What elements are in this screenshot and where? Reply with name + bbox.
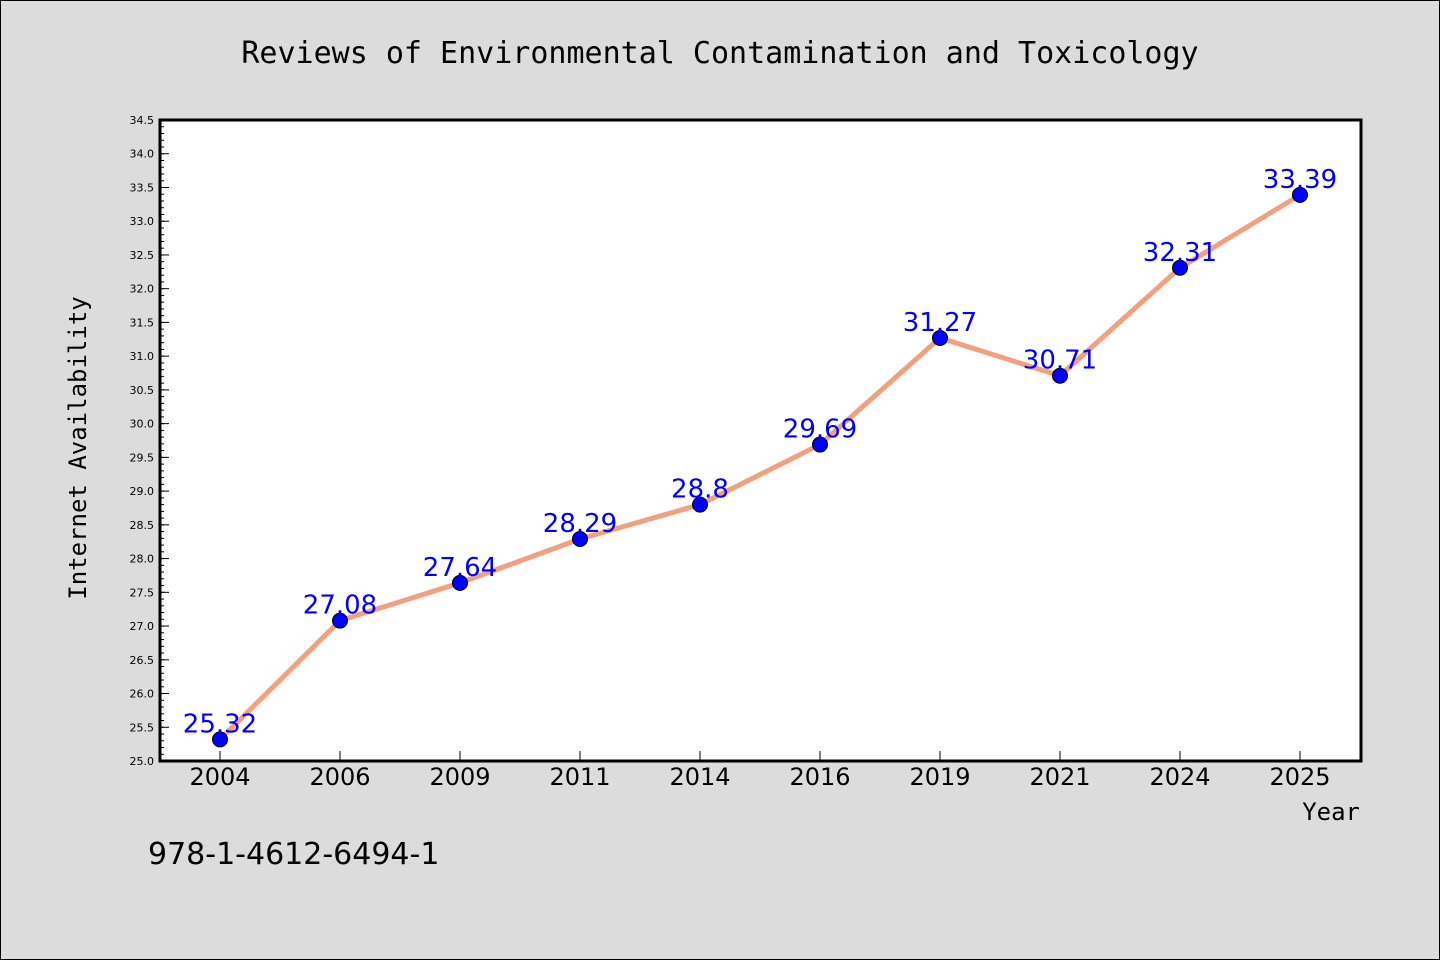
y-tick-label: 25.5 <box>130 721 155 734</box>
y-tick-label: 33.0 <box>130 215 155 228</box>
data-label: 30.71 <box>1023 346 1097 376</box>
x-tick-label: 2024 <box>1149 763 1210 791</box>
y-tick-label: 25.0 <box>130 755 155 768</box>
y-tick-label: 26.5 <box>130 654 155 667</box>
x-tick-label: 2004 <box>189 763 250 791</box>
chart-title: Reviews of Environmental Contamination a… <box>241 36 1198 71</box>
series-line <box>218 192 1302 742</box>
y-tick-label: 34.5 <box>130 114 155 127</box>
x-tick-label: 2014 <box>669 763 730 791</box>
x-axis-label: Year <box>1302 798 1360 826</box>
x-tick-label: 2021 <box>1029 763 1090 791</box>
data-label: 27.08 <box>303 591 377 621</box>
x-tick-label: 2016 <box>789 763 850 791</box>
plot-border <box>158 118 1363 763</box>
data-label: 29.69 <box>783 415 857 445</box>
isbn-text: 978-1-4612-6494-1 <box>148 837 439 872</box>
y-tick-label: 29.5 <box>130 451 155 464</box>
y-tick-label: 31.0 <box>130 350 155 363</box>
y-tick-label: 31.5 <box>130 316 155 329</box>
data-point <box>1172 259 1188 276</box>
data-point <box>452 574 468 591</box>
data-point <box>1052 367 1068 384</box>
y-tick-label: 27.0 <box>130 620 155 633</box>
data-labels: 25.32 27.08 27.64 28.29 28.8 29.69 31.27 30.71 3… <box>183 165 1337 740</box>
data-label: 25.32 <box>183 709 257 739</box>
x-axis-ticks: 2004 2006 2009 2011 2014 2016 2019 2021 2024 2025 <box>189 751 1331 791</box>
data-point <box>812 436 828 453</box>
y-tick-label: 26.0 <box>130 688 155 701</box>
x-tick-label: 2025 <box>1269 763 1330 791</box>
y-tick-label: 30.5 <box>130 384 155 397</box>
x-tick-label: 2006 <box>309 763 370 791</box>
y-tick-label: 32.5 <box>130 249 155 262</box>
y-tick-label: 30.0 <box>130 418 155 431</box>
data-point <box>692 496 708 513</box>
data-label: 33.39 <box>1263 165 1337 195</box>
plot-area <box>160 120 1361 761</box>
data-point <box>212 731 228 748</box>
data-label: 28.29 <box>543 509 617 539</box>
data-point <box>1292 186 1308 203</box>
data-point <box>572 531 588 548</box>
y-tick-label: 32.0 <box>130 283 155 296</box>
y-axis-label: Internet Availability <box>64 296 92 599</box>
y-tick-label: 33.5 <box>130 181 155 194</box>
y-tick-label: 28.5 <box>130 519 155 532</box>
x-tick-label: 2019 <box>909 763 970 791</box>
y-tick-label: 28.0 <box>130 553 155 566</box>
data-point <box>932 329 948 346</box>
x-tick-label: 2009 <box>429 763 490 791</box>
data-label: 27.64 <box>423 553 497 583</box>
x-tick-label: 2011 <box>549 763 610 791</box>
data-label: 32.31 <box>1143 238 1217 268</box>
data-label: 31.27 <box>903 308 977 338</box>
series-markers <box>212 186 1308 748</box>
data-label: 28.8 <box>671 475 729 505</box>
y-tick-label: 29.0 <box>130 485 155 498</box>
y-tick-label: 27.5 <box>130 586 155 599</box>
y-tick-label: 34.0 <box>130 148 155 161</box>
data-point <box>332 612 348 629</box>
